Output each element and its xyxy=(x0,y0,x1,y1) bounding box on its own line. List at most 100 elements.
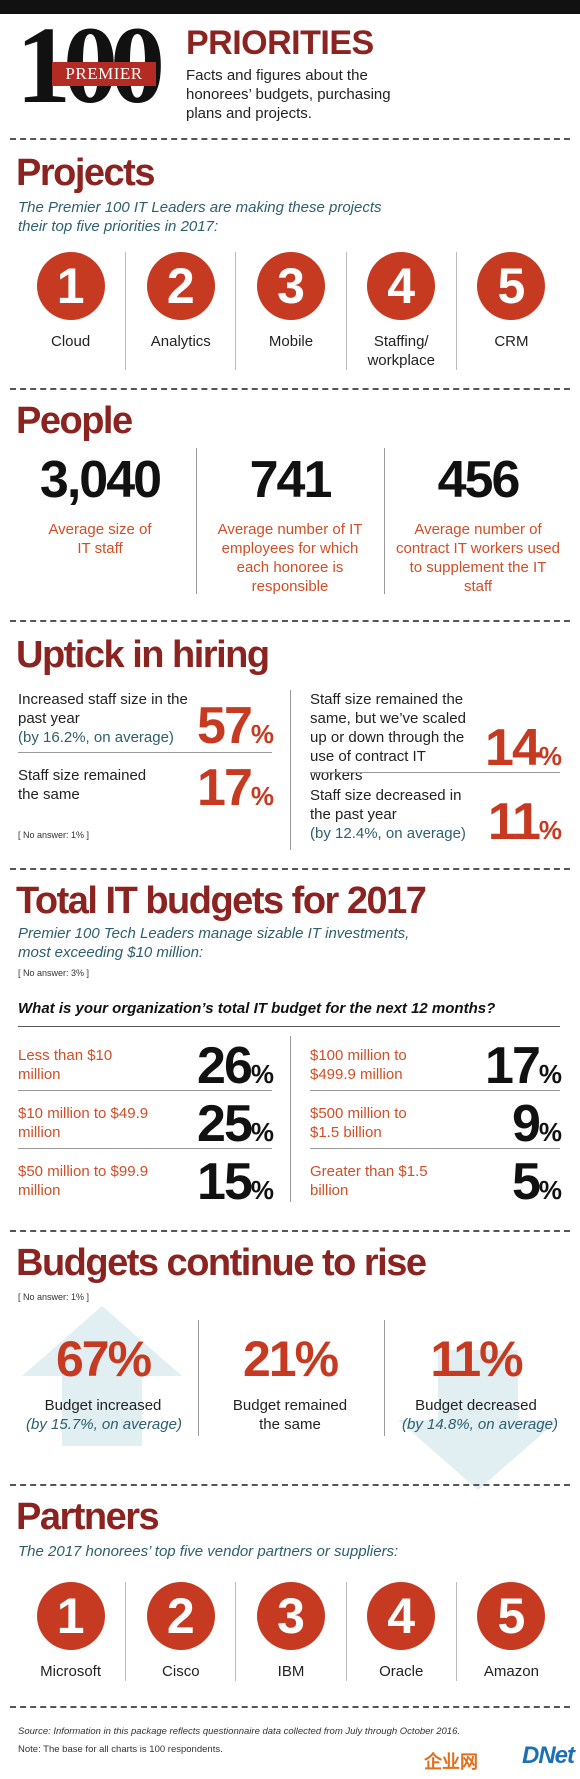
partners-heading: Partners xyxy=(16,1496,160,1538)
project-label: Analytics xyxy=(150,333,211,350)
hiring-label: Staff size decreased in the past year (b… xyxy=(310,786,470,843)
budgets-intro: Premier 100 Tech Leaders manage sizable … xyxy=(18,925,410,961)
rank-badge: 4 xyxy=(367,1582,436,1650)
rise-sub: (by 15.7%, on average) xyxy=(26,1416,182,1433)
partner-item: 2 Cisco xyxy=(126,1582,237,1681)
hiring-label-text: Staff size decreased in the past year xyxy=(310,787,462,823)
stat-separator xyxy=(384,1320,385,1436)
budget-label: Greater than $1.5 billion xyxy=(310,1163,428,1199)
hiring-value: 57% xyxy=(197,697,274,755)
divider xyxy=(10,1230,570,1232)
rank-badge: 1 xyxy=(36,1582,105,1650)
budget-value: 26% xyxy=(197,1037,274,1095)
divider xyxy=(10,868,570,870)
watermark-cn: 企业网 xyxy=(424,1752,478,1772)
project-label: Staffing/ workplace xyxy=(367,333,435,369)
stat-separator xyxy=(198,1320,199,1436)
rank-badge: 5 xyxy=(477,1582,546,1650)
row-divider xyxy=(18,1148,272,1149)
project-label: Mobile xyxy=(268,333,314,350)
hiring-note: [ No answer: 1% ] xyxy=(18,830,90,840)
project-item: 4 Staffing/ workplace xyxy=(347,252,457,370)
header-title: PRIORITIES xyxy=(186,24,374,62)
down-arrow-icon xyxy=(398,1350,558,1490)
header-subtitle: Facts and figures about the honorees’ bu… xyxy=(186,67,391,122)
budgets-question: What is your organization’s total IT bud… xyxy=(18,1000,496,1017)
hiring-label-text: Increased staff size in the past year xyxy=(18,691,188,727)
hiring-value: 17% xyxy=(197,759,274,817)
budget-label: $10 million to $49.9 million xyxy=(18,1105,149,1141)
project-item: 2 Analytics xyxy=(126,252,237,370)
rank-badge: 3 xyxy=(257,252,325,320)
stat-separator xyxy=(196,448,197,594)
hiring-heading: Uptick in hiring xyxy=(16,634,270,676)
budget-value: 9% xyxy=(511,1095,562,1153)
logo-banner: PREMIER xyxy=(52,62,156,86)
project-item: 1 Cloud xyxy=(16,252,127,370)
project-label: Cloud xyxy=(51,333,91,350)
rank-badge: 1 xyxy=(36,252,105,320)
partner-item: 5 Amazon xyxy=(457,1582,566,1681)
rank-badge: 2 xyxy=(146,252,215,320)
row-divider xyxy=(18,1090,272,1091)
top-bar xyxy=(0,0,580,14)
hiring-label: Staff size remained the same xyxy=(18,767,147,803)
rise-value: 21% xyxy=(242,1331,339,1387)
divider xyxy=(10,620,570,622)
stat-label: Average number of IT employees for which… xyxy=(217,521,363,595)
partner-label: Cisco xyxy=(162,1663,200,1680)
partner-item: 4 Oracle xyxy=(347,1582,457,1681)
partner-label: IBM xyxy=(277,1663,305,1680)
hiring-label: Staff size remained the same, but we’ve … xyxy=(310,691,466,784)
question-rule xyxy=(18,1026,560,1027)
stat-value: 741 xyxy=(249,451,333,509)
up-arrow-icon xyxy=(22,1306,182,1446)
rise-value: 67% xyxy=(55,1331,152,1387)
budgets-heading: Total IT budgets for 2017 xyxy=(16,880,427,922)
rise-sub: (by 14.8%, on average) xyxy=(402,1416,558,1433)
stat-label: Average number of contract IT workers us… xyxy=(396,521,560,595)
rise-label: Budget decreased xyxy=(415,1397,537,1414)
stat-value: 3,040 xyxy=(39,451,162,509)
row-divider xyxy=(310,1090,560,1091)
row-divider xyxy=(310,1148,560,1149)
rank-badge: 4 xyxy=(367,252,436,320)
divider xyxy=(10,1706,570,1708)
partner-label: Amazon xyxy=(483,1663,539,1680)
watermark-logo: DNet 企业网 xyxy=(424,1742,576,1776)
projects-intro: The Premier 100 IT Leaders are making th… xyxy=(18,199,382,235)
rise-value: 11% xyxy=(430,1331,523,1387)
partners-list: 1 Microsoft 2 Cisco 3 IBM 4 Oracle 5 Amazon xyxy=(16,1582,566,1681)
rise-heading: Budgets continue to rise xyxy=(16,1242,427,1284)
budget-value: 15% xyxy=(197,1153,274,1211)
project-label: CRM xyxy=(494,333,529,350)
divider xyxy=(10,138,570,140)
partner-label: Microsoft xyxy=(40,1663,102,1680)
premier-100-logo: 100 PREMIER xyxy=(16,10,176,120)
budget-value: 5% xyxy=(511,1153,562,1211)
stat-separator xyxy=(384,448,385,594)
divider xyxy=(10,1484,570,1486)
budget-label: $500 million to $1.5 billion xyxy=(310,1105,407,1141)
row-divider xyxy=(310,772,560,773)
rise-label: Budget remained the same xyxy=(232,1397,348,1433)
partner-item: 3 IBM xyxy=(236,1582,347,1681)
project-item: 3 Mobile xyxy=(236,252,347,370)
hiring-label-sub: (by 16.2%, on average) xyxy=(18,729,174,746)
hiring-value: 11% xyxy=(487,793,562,851)
column-separator xyxy=(290,1036,291,1202)
projects-list: 1 Cloud 2 Analytics 3 Mobile 4 Staffing/ wor… xyxy=(16,252,566,370)
rank-badge: 5 xyxy=(477,252,546,320)
hiring-value: 14% xyxy=(485,719,562,777)
budget-label: $50 million to $99.9 million xyxy=(18,1163,149,1199)
budget-value: 17% xyxy=(485,1037,562,1095)
projects-heading: Projects xyxy=(16,152,155,194)
footer-source: Source: Information in this package refl… xyxy=(18,1726,460,1737)
partner-item: 1 Microsoft xyxy=(16,1582,127,1681)
stat-label: Average size of IT staff xyxy=(48,521,152,557)
hiring-label-sub: (by 12.4%, on average) xyxy=(310,825,466,842)
budget-value: 25% xyxy=(197,1095,274,1153)
stat-value: 456 xyxy=(437,451,521,509)
project-item: 5 CRM xyxy=(457,252,566,370)
budgets-note: [ No answer: 3% ] xyxy=(18,968,90,978)
